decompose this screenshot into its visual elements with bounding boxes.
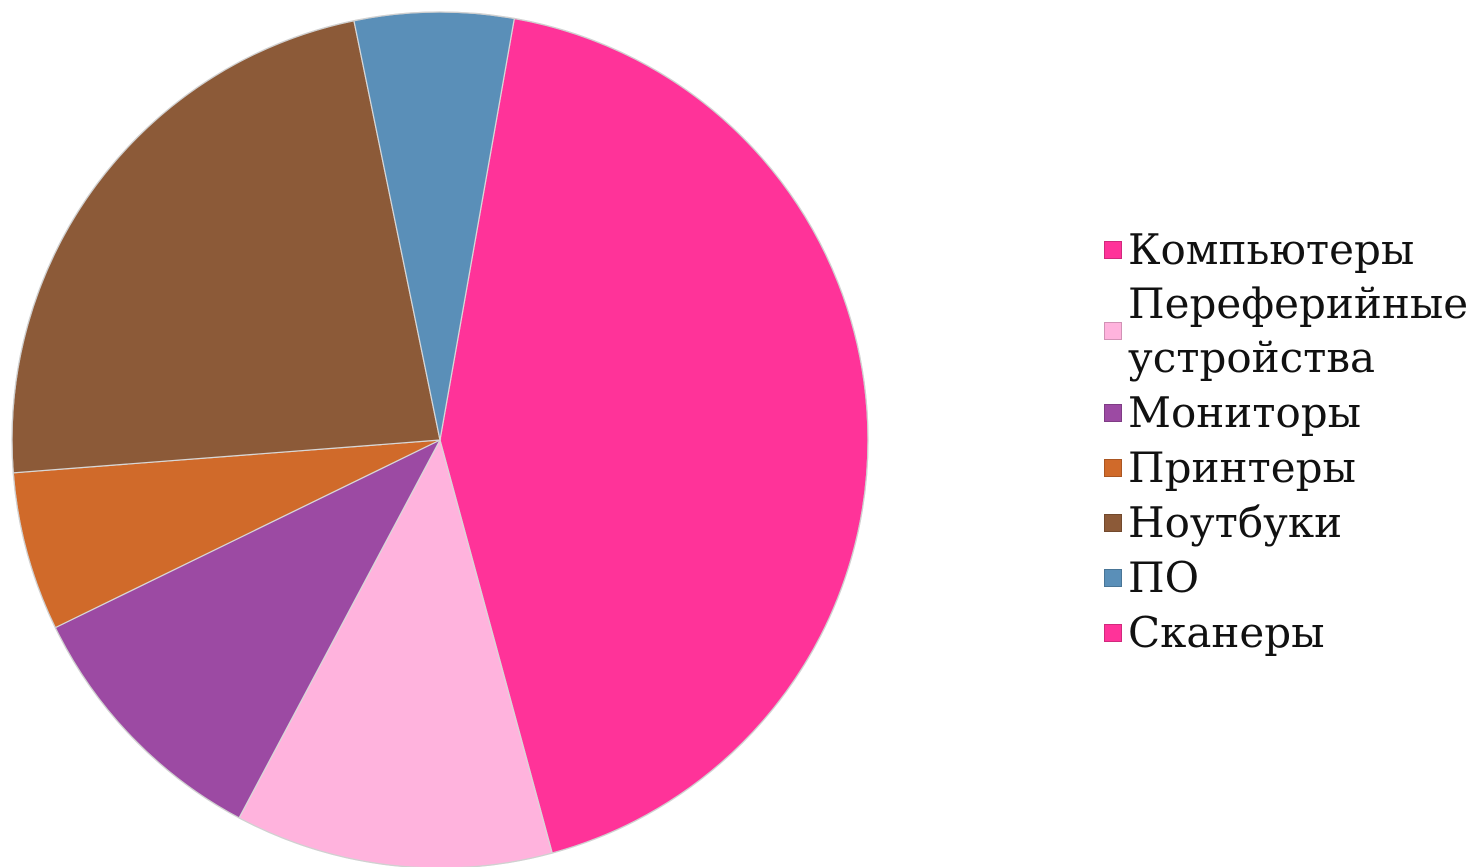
legend-item-monitors: Мониторы (1104, 385, 1480, 440)
legend-label-laptops: Ноутбуки (1128, 498, 1343, 547)
legend-swatch-printers (1104, 458, 1122, 477)
legend-item-computers: Компьютеры (1104, 222, 1480, 277)
legend-swatch-peripherals (1104, 322, 1122, 340)
legend-swatch-computers (1104, 240, 1122, 259)
legend-swatch-monitors (1104, 403, 1122, 422)
legend-item-laptops: Ноутбуки (1104, 495, 1480, 550)
legend-label-peripherals: Переферийные устройства (1128, 279, 1469, 382)
legend-swatch-laptops (1104, 513, 1122, 532)
legend-label-monitors: Мониторы (1128, 388, 1362, 437)
legend-item-scanners: Сканеры (1104, 605, 1480, 660)
legend-label-computers: Компьютеры (1128, 225, 1415, 274)
legend: Компьютеры Переферийные устройства Монит… (1104, 222, 1480, 660)
legend-item-printers: Принтеры (1104, 440, 1480, 495)
legend-label-software: ПО (1128, 553, 1200, 602)
legend-label-scanners: Сканеры (1128, 608, 1325, 657)
legend-item-software: ПО (1104, 550, 1480, 605)
legend-swatch-scanners (1104, 623, 1122, 642)
legend-item-peripherals: Переферийные устройства (1104, 277, 1480, 385)
legend-swatch-software (1104, 568, 1122, 587)
legend-label-printers: Принтеры (1128, 443, 1356, 492)
pie-outline (11, 11, 869, 867)
